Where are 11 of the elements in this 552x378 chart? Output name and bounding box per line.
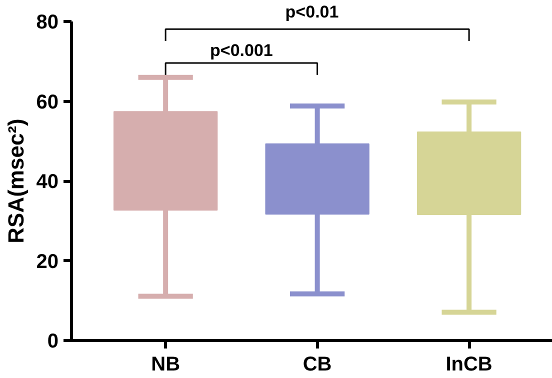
y-axis-title: RSA(msec²) (3, 118, 28, 244)
y-tick-label: 0 (47, 330, 58, 352)
y-tick-label: 40 (36, 171, 59, 193)
annotation: p<0.001 (210, 40, 273, 60)
x-tick-label: CB (302, 354, 332, 376)
x-tick-label: NB (151, 354, 180, 376)
x-tick-label: InCB (446, 354, 492, 376)
text: p<0.01 (285, 2, 339, 22)
y-tick-label: 20 (36, 250, 59, 273)
y-tick-label: 60 (36, 91, 59, 114)
y-tick-label: 80 (36, 12, 59, 34)
